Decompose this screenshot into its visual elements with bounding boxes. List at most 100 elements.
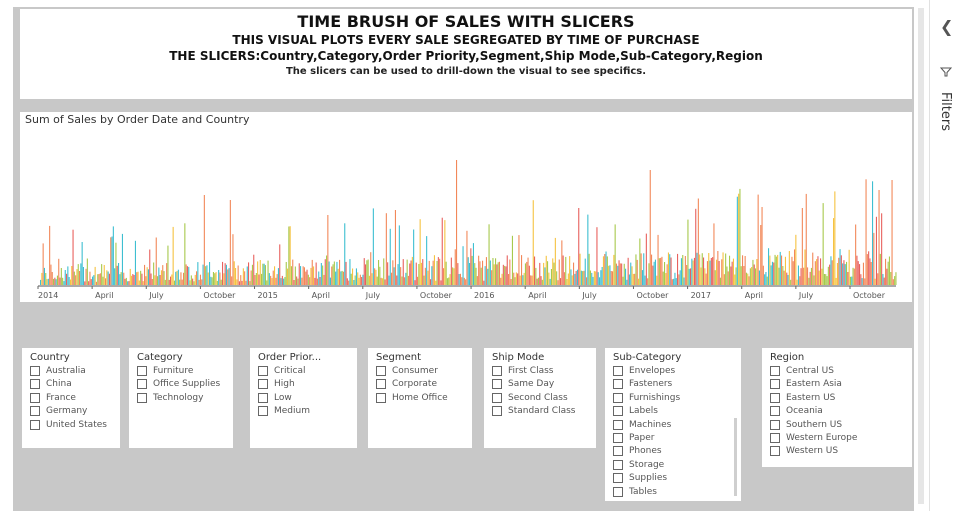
chart-bar[interactable] <box>214 273 216 285</box>
chart-bar[interactable] <box>888 256 890 286</box>
chart-bar[interactable] <box>875 216 877 285</box>
chart-bar[interactable] <box>528 265 530 285</box>
chart-bar[interactable] <box>638 278 640 285</box>
chart-bar[interactable] <box>374 268 376 285</box>
chart-bar[interactable] <box>513 272 515 285</box>
chart-bar[interactable] <box>120 272 122 285</box>
chart-bar[interactable] <box>842 263 844 285</box>
chart-bar[interactable] <box>147 269 149 285</box>
chart-bar[interactable] <box>703 257 705 286</box>
chart-bar[interactable] <box>246 266 248 286</box>
chart-bar[interactable] <box>591 272 593 285</box>
chart-bar[interactable] <box>649 170 651 285</box>
chart-bar[interactable] <box>562 255 564 286</box>
chart-bar[interactable] <box>639 238 641 286</box>
chart-bar[interactable] <box>625 268 627 285</box>
checkbox[interactable] <box>258 366 268 376</box>
chart-bar[interactable] <box>803 267 805 285</box>
chart-bar[interactable] <box>718 261 720 285</box>
slicer-segment[interactable]: Segment Consumer Corporate Home Office <box>368 348 472 448</box>
checkbox[interactable] <box>613 473 623 484</box>
chart-bar[interactable] <box>121 233 123 285</box>
chart-bar[interactable] <box>103 265 105 285</box>
chart-bar[interactable] <box>95 281 97 285</box>
chart-bar[interactable] <box>141 273 143 285</box>
chart-bar[interactable] <box>836 263 838 285</box>
chart-bar[interactable] <box>253 254 255 285</box>
chart-bar[interactable] <box>340 271 342 285</box>
chart-bar[interactable] <box>662 271 664 285</box>
sales-chart[interactable]: 2014 April July October 2015 April July October… <box>20 112 912 302</box>
chart-bar[interactable] <box>584 258 586 285</box>
slicer-option[interactable]: Central US <box>770 366 834 376</box>
chart-bar[interactable] <box>281 275 283 285</box>
chart-bar[interactable] <box>543 262 545 285</box>
chart-bar[interactable] <box>881 213 883 285</box>
chart-bar[interactable] <box>300 266 302 285</box>
checkbox[interactable] <box>258 392 268 403</box>
chart-bar[interactable] <box>231 276 233 285</box>
chart-bar[interactable] <box>722 252 724 285</box>
chart-bar[interactable] <box>380 277 382 285</box>
chart-bar[interactable] <box>49 225 51 285</box>
chart-bar[interactable] <box>222 261 224 285</box>
chart-bar[interactable] <box>51 272 53 285</box>
chart-bar[interactable] <box>448 277 450 286</box>
slicer-option[interactable]: Corporate <box>376 379 437 390</box>
chart-bar[interactable] <box>627 257 629 285</box>
chart-bar[interactable] <box>488 224 490 285</box>
checkbox[interactable] <box>613 406 623 417</box>
chart-bar[interactable] <box>115 242 117 285</box>
chart-bar[interactable] <box>423 275 425 285</box>
chart-bar[interactable] <box>686 265 688 285</box>
chart-bar[interactable] <box>328 261 330 286</box>
chart-bar[interactable] <box>420 262 422 285</box>
slicer-option[interactable]: Storage <box>613 459 664 470</box>
chart-bar[interactable] <box>506 255 508 285</box>
checkbox[interactable] <box>137 379 147 390</box>
chart-bar[interactable] <box>263 263 265 285</box>
checkbox[interactable] <box>613 433 623 443</box>
chart-bar[interactable] <box>595 271 597 285</box>
chart-bar[interactable] <box>210 276 212 285</box>
chart-bar[interactable] <box>93 275 95 285</box>
chart-bar[interactable] <box>586 277 588 285</box>
chart-bar[interactable] <box>760 225 762 285</box>
chart-bar[interactable] <box>695 208 697 285</box>
chart-bar[interactable] <box>794 249 796 285</box>
chart-bar[interactable] <box>716 259 718 285</box>
chart-bar[interactable] <box>266 280 268 285</box>
chart-bar[interactable] <box>561 240 563 285</box>
chart-bar[interactable] <box>738 193 740 285</box>
chart-bar[interactable] <box>670 257 672 286</box>
chart-bar[interactable] <box>419 219 421 285</box>
chart-bar[interactable] <box>205 266 207 285</box>
chart-bar[interactable] <box>227 269 229 285</box>
chart-bar[interactable] <box>835 277 837 285</box>
chart-bar[interactable] <box>279 244 281 285</box>
slicer-option[interactable]: Furniture <box>137 366 193 376</box>
checkbox[interactable] <box>376 392 386 403</box>
chart-bar[interactable] <box>688 268 690 285</box>
chart-bar[interactable] <box>307 274 309 285</box>
chart-bar[interactable] <box>784 256 786 285</box>
chart-bar[interactable] <box>523 272 525 285</box>
checkbox[interactable] <box>613 392 623 403</box>
chart-bar[interactable] <box>748 276 750 285</box>
chart-bar[interactable] <box>348 280 350 285</box>
chart-bar[interactable] <box>60 268 62 285</box>
chart-bar[interactable] <box>519 275 521 285</box>
chart-bar[interactable] <box>756 259 758 285</box>
chart-bar[interactable] <box>365 264 367 285</box>
checkbox[interactable] <box>376 366 386 376</box>
chart-bar[interactable] <box>790 279 792 285</box>
chart-bar[interactable] <box>437 257 439 285</box>
chart-bar[interactable] <box>883 277 885 285</box>
chart-bar[interactable] <box>592 276 594 285</box>
chart-bar[interactable] <box>623 263 625 285</box>
slicer-option[interactable]: Envelopes <box>613 366 675 376</box>
chart-bar[interactable] <box>846 261 848 285</box>
chart-bar[interactable] <box>127 281 129 285</box>
chart-bar[interactable] <box>223 273 225 285</box>
chart-bar[interactable] <box>567 273 569 286</box>
